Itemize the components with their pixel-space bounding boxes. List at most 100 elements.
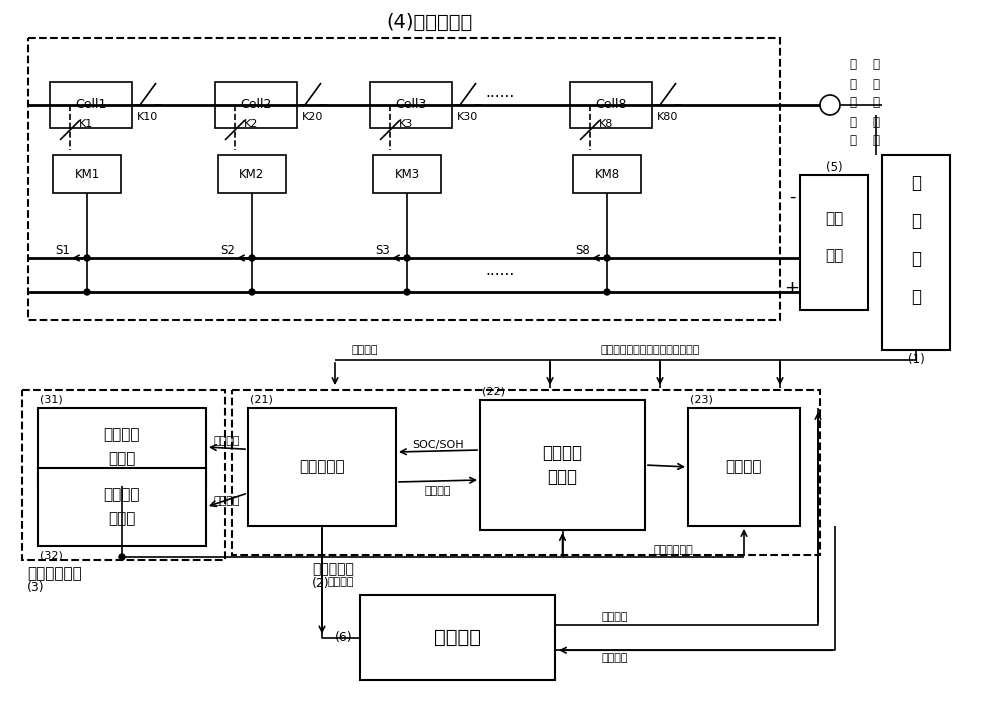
- Text: 电池单体电压、电池组电压及电流: 电池单体电压、电池组电压及电流: [600, 345, 700, 355]
- Text: (21): (21): [250, 395, 273, 405]
- Text: KM1: KM1: [74, 168, 100, 180]
- Bar: [882, 155, 950, 350]
- Text: K80: K80: [657, 112, 679, 122]
- Circle shape: [604, 255, 610, 261]
- Text: 显示数据: 显示数据: [602, 653, 628, 663]
- Text: 电机驱动模块: 电机驱动模块: [27, 567, 82, 581]
- Text: 流: 流: [850, 77, 856, 90]
- Bar: [28, 38, 780, 320]
- Text: KM3: KM3: [394, 168, 420, 180]
- Text: 电池状态: 电池状态: [542, 444, 582, 462]
- Text: 割草电机: 割草电机: [104, 488, 140, 503]
- Bar: [373, 155, 441, 193]
- Text: 故障信息: 故障信息: [425, 486, 451, 496]
- Text: 块: 块: [911, 288, 921, 306]
- Text: ......: ......: [485, 263, 515, 278]
- Text: 控制信息: 控制信息: [602, 612, 628, 622]
- Bar: [38, 408, 206, 486]
- Text: 测: 测: [911, 212, 921, 230]
- Bar: [218, 155, 286, 193]
- Bar: [50, 82, 132, 128]
- Bar: [38, 468, 206, 546]
- Text: 感: 感: [872, 116, 880, 129]
- Text: K8: K8: [599, 119, 613, 129]
- Text: 故障控制器: 故障控制器: [299, 459, 345, 474]
- Bar: [232, 390, 820, 555]
- Circle shape: [119, 554, 125, 560]
- Text: Cell1: Cell1: [75, 99, 107, 111]
- Text: 驱动器: 驱动器: [108, 452, 136, 466]
- Bar: [215, 82, 297, 128]
- Bar: [53, 155, 121, 193]
- Text: 电: 电: [872, 58, 880, 72]
- Text: 系统: 系统: [825, 211, 843, 226]
- Text: 器: 器: [872, 134, 880, 148]
- Circle shape: [84, 289, 90, 295]
- Text: 压: 压: [872, 77, 880, 90]
- Text: (5): (5): [826, 160, 842, 173]
- Text: (32): (32): [40, 551, 63, 561]
- Circle shape: [404, 289, 410, 295]
- Text: 传: 传: [850, 97, 856, 109]
- Text: (31): (31): [40, 395, 63, 405]
- Text: (2): (2): [312, 577, 330, 589]
- Text: 子控制器: 子控制器: [726, 459, 762, 474]
- Text: ......: ......: [485, 85, 515, 100]
- Text: K10: K10: [137, 112, 159, 122]
- Text: Cell3: Cell3: [395, 99, 427, 111]
- Text: 故障信息: 故障信息: [214, 437, 240, 447]
- Text: Cell2: Cell2: [240, 99, 272, 111]
- Circle shape: [84, 255, 90, 261]
- Text: (4)故障开关组: (4)故障开关组: [387, 13, 473, 31]
- Bar: [248, 408, 396, 526]
- Text: 检: 检: [911, 174, 921, 192]
- Text: S3: S3: [376, 244, 390, 256]
- Text: KM8: KM8: [594, 168, 620, 180]
- Text: (22): (22): [482, 387, 505, 397]
- Text: 预估器: 预估器: [548, 468, 578, 486]
- Text: 驱动器: 驱动器: [108, 511, 136, 527]
- Text: 控制信息: 控制信息: [214, 496, 240, 506]
- Bar: [480, 400, 645, 530]
- Bar: [800, 175, 868, 310]
- Bar: [573, 155, 641, 193]
- Text: 感: 感: [850, 116, 856, 129]
- Text: S8: S8: [576, 244, 590, 256]
- Text: 电: 电: [850, 58, 856, 72]
- Text: 系统控制器: 系统控制器: [312, 562, 354, 576]
- Text: K3: K3: [399, 119, 413, 129]
- Text: 电机工作状态: 电机工作状态: [653, 545, 693, 555]
- Circle shape: [249, 255, 255, 261]
- Bar: [570, 82, 652, 128]
- Bar: [22, 390, 225, 560]
- Text: +: +: [784, 279, 800, 297]
- Text: K2: K2: [244, 119, 258, 129]
- Text: S1: S1: [56, 244, 70, 256]
- Text: (3): (3): [27, 581, 45, 594]
- Text: K20: K20: [302, 112, 324, 122]
- Text: 器: 器: [850, 134, 856, 148]
- Bar: [360, 595, 555, 680]
- Text: KM2: KM2: [239, 168, 265, 180]
- Text: (6): (6): [334, 631, 352, 644]
- Bar: [370, 82, 452, 128]
- Text: 控制信息: 控制信息: [327, 577, 354, 586]
- Circle shape: [604, 289, 610, 295]
- Text: K30: K30: [457, 112, 479, 122]
- Text: 传: 传: [872, 97, 880, 109]
- Text: 电源: 电源: [825, 248, 843, 263]
- Circle shape: [249, 289, 255, 295]
- Text: Cell8: Cell8: [595, 99, 627, 111]
- Text: SOC/SOH: SOC/SOH: [412, 440, 464, 450]
- Text: (1): (1): [908, 354, 924, 366]
- Text: (23): (23): [690, 395, 713, 405]
- Text: 模: 模: [911, 250, 921, 268]
- Text: 人机界面: 人机界面: [434, 628, 481, 647]
- Circle shape: [404, 255, 410, 261]
- Text: S2: S2: [221, 244, 235, 256]
- Bar: [688, 408, 800, 526]
- Text: -: -: [789, 188, 795, 206]
- Text: 故障信息: 故障信息: [352, 345, 378, 355]
- Text: 行走电机: 行走电机: [104, 427, 140, 442]
- Text: K1: K1: [79, 119, 93, 129]
